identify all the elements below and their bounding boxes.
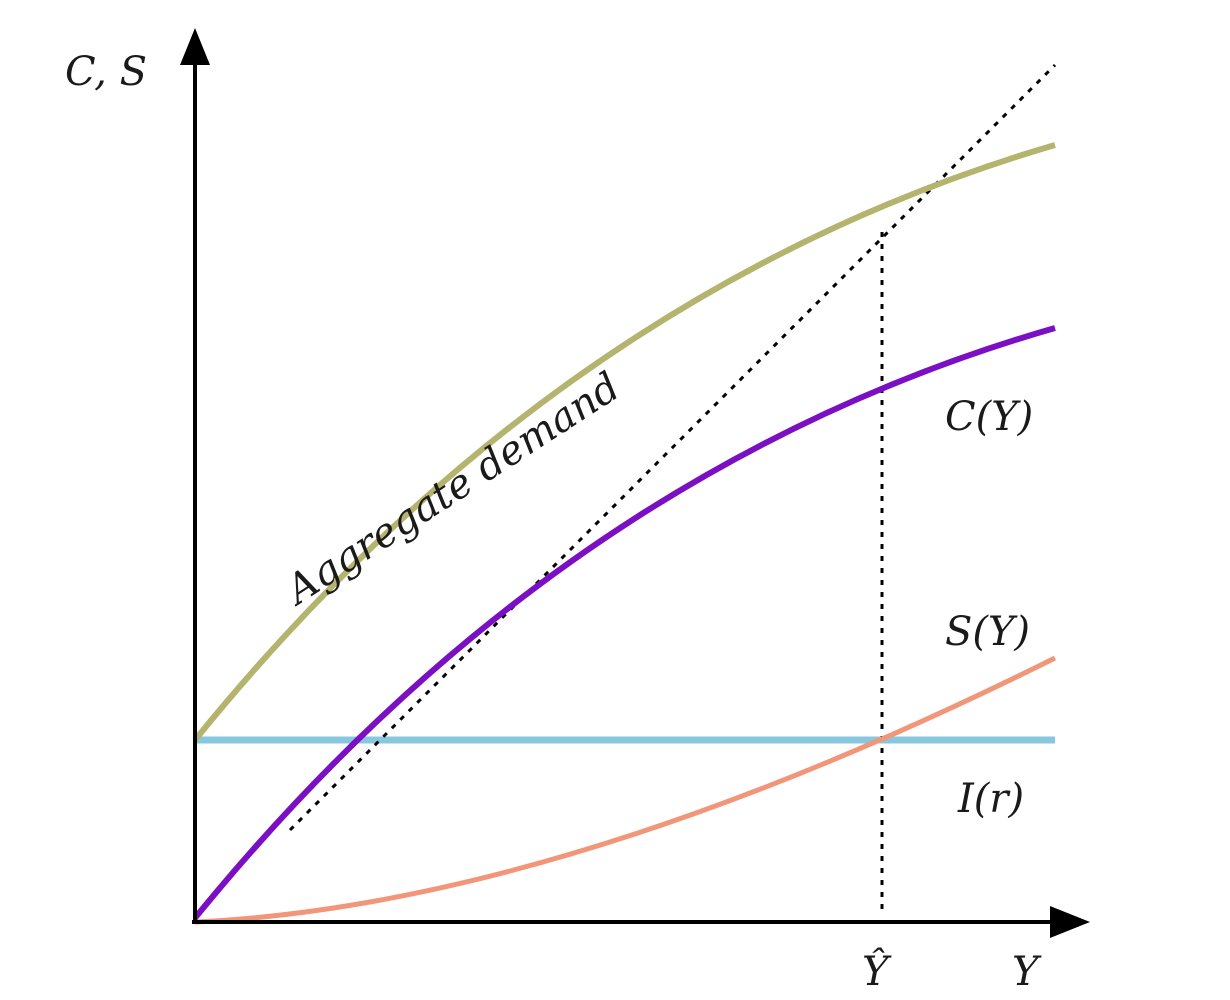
investment-label: I(r) xyxy=(957,776,1024,822)
aggregate-demand-label: Aggregate demand xyxy=(275,364,628,616)
forty-five-degree-line xyxy=(288,63,1057,832)
x-axis-label: Y xyxy=(1012,949,1042,995)
equilibrium-output-label: Ŷ xyxy=(862,948,892,995)
y-axis-label: C, S xyxy=(65,49,147,95)
saving-label: S(Y) xyxy=(945,609,1030,655)
x-axis-arrowhead xyxy=(1050,906,1090,938)
y-axis-arrowhead xyxy=(180,28,210,65)
consumption-curve xyxy=(192,325,1056,920)
aggregate-demand-curve xyxy=(192,142,1056,742)
consumption-label: C(Y) xyxy=(945,394,1033,440)
saving-curve xyxy=(194,655,1057,925)
